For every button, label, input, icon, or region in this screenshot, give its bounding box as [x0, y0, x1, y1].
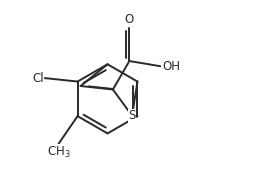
- Text: OH: OH: [162, 60, 180, 73]
- Text: CH$_3$: CH$_3$: [47, 145, 70, 160]
- Text: Cl: Cl: [32, 72, 44, 85]
- Text: O: O: [125, 13, 134, 26]
- Text: S: S: [128, 109, 136, 122]
